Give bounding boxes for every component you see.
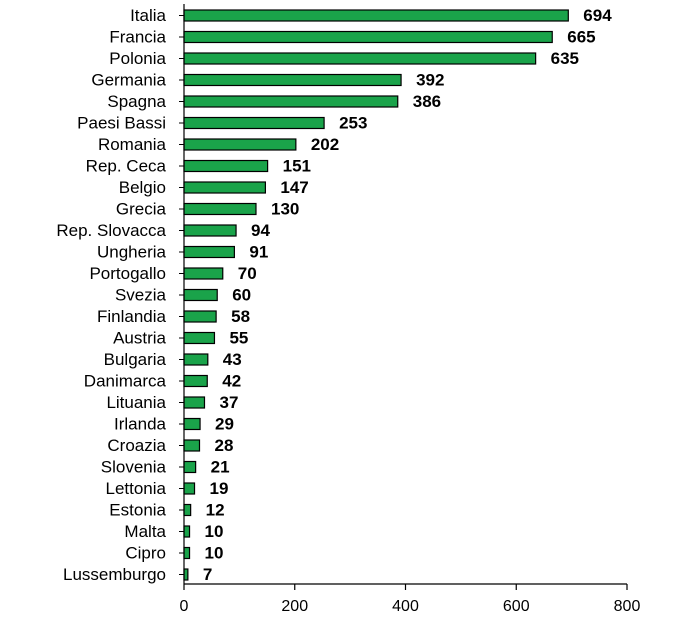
category-label: Finlandia: [97, 307, 167, 326]
category-label: Irlanda: [114, 415, 167, 434]
value-label: 10: [205, 522, 224, 541]
value-label: 12: [206, 501, 225, 520]
value-label: 7: [203, 565, 212, 584]
bar: [183, 245, 235, 259]
category-label: Lituania: [106, 393, 166, 412]
category-label: Francia: [109, 28, 166, 47]
category-label: Paesi Bassi: [77, 114, 166, 133]
category-label: Rep. Ceca: [86, 157, 167, 176]
value-label: 58: [231, 307, 250, 326]
category-label: Polonia: [109, 49, 166, 68]
value-label: 665: [567, 28, 595, 47]
value-label: 151: [283, 157, 311, 176]
category-label: Danimarca: [84, 372, 167, 391]
value-label: 42: [222, 372, 241, 391]
category-label: Bulgaria: [104, 350, 167, 369]
category-label: Germania: [91, 71, 166, 90]
category-label: Spagna: [107, 92, 166, 111]
bar: [183, 73, 402, 87]
bar: [183, 331, 216, 345]
value-label: 60: [232, 286, 251, 305]
bar: [183, 353, 209, 366]
bar: [183, 9, 569, 22]
category-label: Italia: [130, 6, 166, 25]
bar: [183, 396, 206, 409]
category-label: Lettonia: [106, 479, 167, 498]
category-label: Rep. Slovacca: [56, 221, 166, 240]
value-label: 55: [229, 329, 248, 348]
bar: [183, 417, 201, 431]
value-label: 28: [215, 436, 234, 455]
category-label: Belgio: [119, 178, 166, 197]
category-label: Ungheria: [97, 243, 167, 262]
value-label: 10: [205, 544, 224, 563]
x-axis-ticks: 0 200 400 600 800: [180, 584, 641, 615]
bars: [183, 9, 569, 581]
x-tick-label: 200: [281, 598, 308, 615]
value-label: 694: [583, 6, 612, 25]
bar: [183, 288, 218, 302]
bar: [183, 267, 224, 280]
x-tick-label: 400: [392, 598, 419, 615]
bar: [183, 503, 192, 517]
value-label: 43: [223, 350, 242, 369]
bar: [183, 138, 297, 151]
value-label: 70: [238, 264, 257, 283]
value-label: 130: [271, 200, 299, 219]
value-label: 147: [280, 178, 308, 197]
category-label: Romania: [98, 135, 167, 154]
bar: [183, 181, 267, 194]
category-label: Malta: [124, 522, 166, 541]
value-label: 29: [215, 415, 234, 434]
category-label: Austria: [113, 329, 166, 348]
value-label: 386: [413, 92, 441, 111]
bar: [183, 460, 197, 474]
category-label: Svezia: [115, 286, 167, 305]
value-label: 202: [311, 135, 339, 154]
bar: [183, 310, 217, 323]
x-tick-label: 600: [503, 598, 530, 615]
bar: [183, 116, 325, 130]
bar: [183, 159, 269, 173]
bar: [183, 224, 237, 237]
value-label: 253: [339, 114, 367, 133]
category-label: Estonia: [109, 501, 166, 520]
bar: [183, 482, 196, 495]
category-label: Slovenia: [101, 458, 167, 477]
bar: [183, 374, 208, 388]
x-tick-label: 0: [180, 598, 189, 615]
value-label: 392: [416, 71, 444, 90]
category-label: Cipro: [125, 544, 166, 563]
bar: [183, 525, 191, 538]
value-label: 19: [210, 479, 229, 498]
value-label: 91: [249, 243, 268, 262]
bar: [183, 439, 201, 452]
value-label: 37: [219, 393, 238, 412]
bar: [183, 95, 399, 108]
category-labels: Italia Francia Polonia Germania Spagna Paesi …: [56, 6, 184, 584]
value-label: 94: [251, 221, 270, 240]
bar: [183, 546, 191, 560]
bar: [183, 202, 257, 216]
category-label: Croazia: [107, 436, 166, 455]
x-tick-label: 800: [614, 598, 641, 615]
value-label: 21: [211, 458, 230, 477]
category-label: Grecia: [116, 200, 167, 219]
bar: [183, 30, 553, 44]
bar: [183, 52, 537, 65]
category-label: Lussemburgo: [63, 565, 166, 584]
value-label: 635: [551, 49, 579, 68]
category-label: Portogallo: [89, 264, 166, 283]
